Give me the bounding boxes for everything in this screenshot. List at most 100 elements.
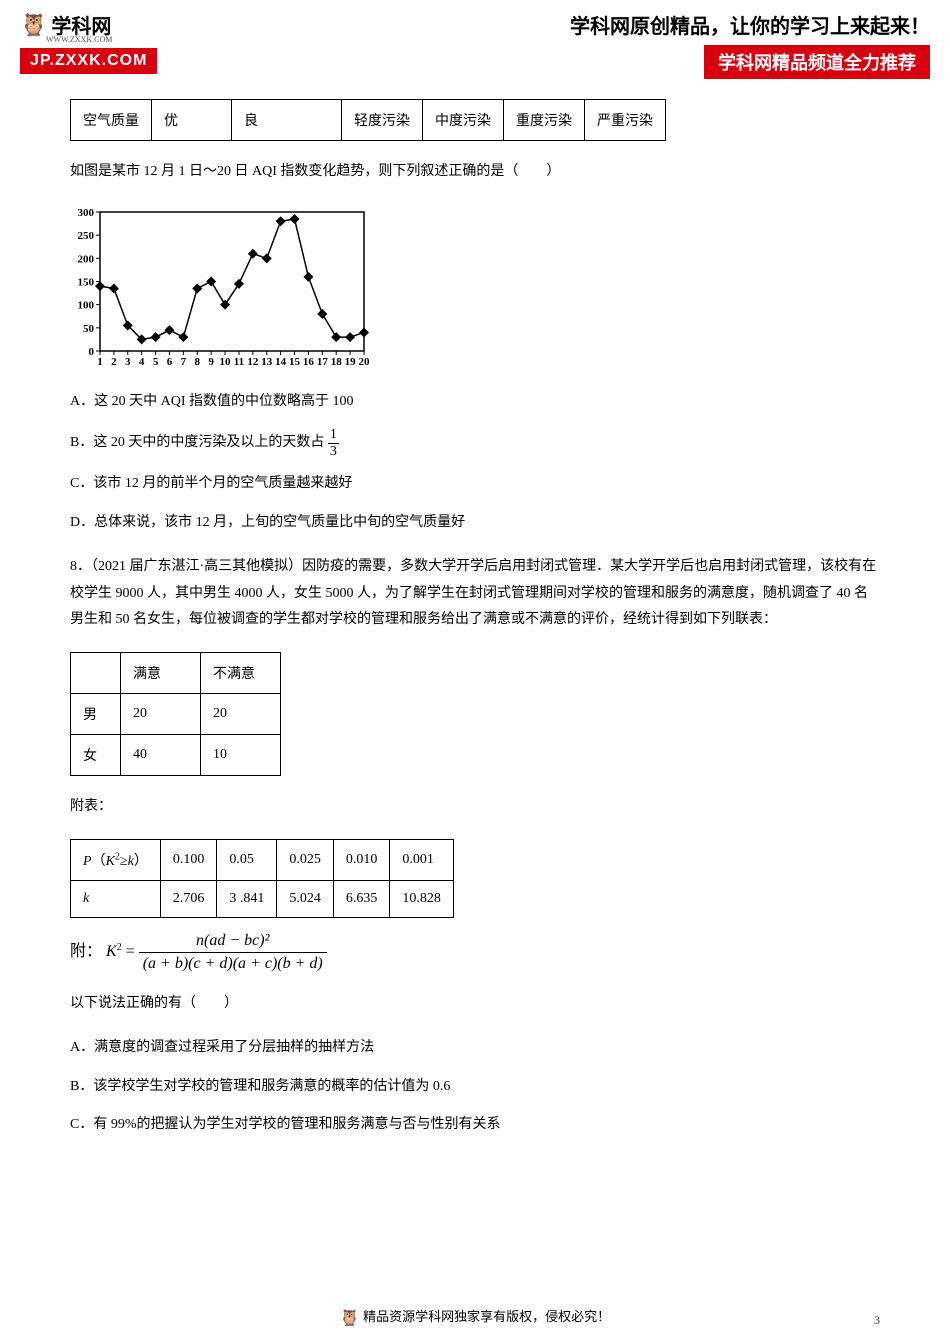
cell: 0.001 <box>390 839 454 880</box>
option-d: D．总体来说，该市 12 月，上旬的空气质量比中旬的空气质量好 <box>70 510 880 537</box>
chi-square-table: P（K2≥k） 0.100 0.05 0.025 0.010 0.001 k 2… <box>70 839 454 918</box>
cell: 严重污染 <box>585 100 666 141</box>
table-row: 女 40 10 <box>71 734 281 775</box>
table-row: 空气质量 优 良 轻度污染 中度污染 重度污染 严重污染 <box>71 100 666 141</box>
aqi-category-table: 空气质量 优 良 轻度污染 中度污染 重度污染 严重污染 <box>70 99 666 141</box>
svg-text:13: 13 <box>261 356 273 368</box>
svg-text:11: 11 <box>234 356 244 368</box>
formula-numerator: n(ad − bc)² <box>139 932 327 953</box>
q8-option-b: B．该学校学生对学校的管理和服务满意的概率的估计值为 0.6 <box>70 1074 880 1101</box>
svg-text:250: 250 <box>78 230 95 242</box>
fraction-den: 3 <box>328 444 339 459</box>
svg-text:100: 100 <box>78 299 95 311</box>
table-row: P（K2≥k） 0.100 0.05 0.025 0.010 0.001 <box>71 839 454 880</box>
svg-text:16: 16 <box>303 356 315 368</box>
cell: 2.706 <box>160 880 217 917</box>
cell: 5.024 <box>277 880 334 917</box>
svg-text:10: 10 <box>220 356 232 368</box>
logo-block: 🦉 学科网 WWW.ZXXK.COM JP.ZXXK.COM <box>20 10 157 74</box>
cell: k <box>71 880 161 917</box>
cell: 不满意 <box>201 652 281 693</box>
owl-icon: 🦉 <box>20 12 47 38</box>
aqi-chart: 0501001502002503001234567891011121314151… <box>70 204 880 369</box>
svg-text:300: 300 <box>78 207 95 219</box>
cell: 0.010 <box>333 839 390 880</box>
cell: 20 <box>201 693 281 734</box>
table-row: 男 20 20 <box>71 693 281 734</box>
cell: 良 <box>232 100 342 141</box>
svg-text:50: 50 <box>83 322 95 334</box>
chi-square-formula: 附： K2 = n(ad − bc)² (a + b)(c + d)(a + c… <box>70 932 880 973</box>
cell: 空气质量 <box>71 100 152 141</box>
cell: 优 <box>152 100 232 141</box>
cell: 10 <box>201 734 281 775</box>
cell <box>71 652 121 693</box>
formula-prefix: 附： <box>70 943 102 960</box>
fraction: 1 3 <box>328 427 339 459</box>
svg-text:19: 19 <box>345 356 357 368</box>
cell: 0.025 <box>277 839 334 880</box>
table-row: k 2.706 3 .841 5.024 6.635 10.828 <box>71 880 454 917</box>
cell: 重度污染 <box>504 100 585 141</box>
cell: 女 <box>71 734 121 775</box>
q8-option-a: A．满意度的调查过程采用了分层抽样的抽样方法 <box>70 1035 880 1062</box>
cell: 6.635 <box>333 880 390 917</box>
logo-subtext: WWW.ZXXK.COM <box>46 35 157 44</box>
svg-text:6: 6 <box>167 356 173 368</box>
formula-denominator: (a + b)(c + d)(a + c)(b + d) <box>139 953 327 973</box>
table-row: 满意 不满意 <box>71 652 281 693</box>
svg-text:2: 2 <box>111 356 117 368</box>
cell: 10.828 <box>390 880 454 917</box>
option-c: C．该市 12 月的前半个月的空气质量越来越好 <box>70 471 880 498</box>
option-b: B．这 20 天中的中度污染及以上的天数占 1 3 <box>70 427 880 459</box>
header-right: 学科网原创精品，让你的学习上来起来！ 学科网精品频道全力推荐 <box>570 10 930 79</box>
svg-text:200: 200 <box>78 253 95 265</box>
intro-text: 如图是某市 12 月 1 日～20 日 AQI 指数变化趋势，则下列叙述正确的是… <box>70 164 560 179</box>
appendix-label: 附表： <box>70 794 880 821</box>
cell: 男 <box>71 693 121 734</box>
page-footer: 🦉 精品资源学科网独家享有版权，侵权必究！ <box>0 1306 950 1328</box>
svg-text:18: 18 <box>331 356 343 368</box>
svg-text:17: 17 <box>317 356 329 368</box>
slogan-text: 学科网原创精品，让你的学习上来起来！ <box>570 10 930 39</box>
svg-text:3: 3 <box>125 356 131 368</box>
cell: 3 .841 <box>217 880 277 917</box>
svg-text:1: 1 <box>97 356 103 368</box>
option-a: A．这 20 天中 AQI 指数值的中位数略高于 100 <box>70 389 880 416</box>
formula-fraction: n(ad − bc)² (a + b)(c + d)(a + c)(b + d) <box>139 932 327 973</box>
svg-text:20: 20 <box>359 356 371 368</box>
cell: 轻度污染 <box>342 100 423 141</box>
svg-text:7: 7 <box>181 356 187 368</box>
intro-paragraph: 如图是某市 12 月 1 日～20 日 AQI 指数变化趋势，则下列叙述正确的是… <box>70 159 880 186</box>
q8-paragraph: 8．（2021 届广东湛江·高三其他模拟）因防疫的需要，多数大学开学后启用封闭式… <box>70 554 880 634</box>
svg-text:9: 9 <box>208 356 214 368</box>
svg-text:14: 14 <box>275 356 287 368</box>
svg-text:150: 150 <box>78 276 95 288</box>
footer-text: 精品资源学科网独家享有版权，侵权必究！ <box>363 1309 610 1324</box>
svg-text:0: 0 <box>89 346 95 358</box>
svg-text:15: 15 <box>289 356 301 368</box>
option-b-prefix: B．这 20 天中的中度污染及以上的天数占 <box>70 435 324 450</box>
cell: P（K2≥k） <box>71 839 161 880</box>
cell: 0.05 <box>217 839 277 880</box>
cell: 20 <box>121 693 201 734</box>
q8-prompt: 以下说法正确的有（ ） <box>70 991 880 1018</box>
svg-text:8: 8 <box>195 356 201 368</box>
cell: 0.100 <box>160 839 217 880</box>
owl-icon: 🦉 <box>340 1310 360 1327</box>
cell: 40 <box>121 734 201 775</box>
svg-text:4: 4 <box>139 356 145 368</box>
satisfaction-table: 满意 不满意 男 20 20 女 40 10 <box>70 652 281 776</box>
cell: 满意 <box>121 652 201 693</box>
page-header: 🦉 学科网 WWW.ZXXK.COM JP.ZXXK.COM 学科网原创精品，让… <box>0 0 950 79</box>
content-area: 空气质量 优 良 轻度污染 中度污染 重度污染 严重污染 如图是某市 12 月 … <box>0 79 950 1139</box>
cell: 中度污染 <box>423 100 504 141</box>
page-number: 3 <box>874 1313 880 1328</box>
svg-text:5: 5 <box>153 356 159 368</box>
recommend-banner: 学科网精品频道全力推荐 <box>704 45 930 79</box>
fraction-num: 1 <box>328 427 339 443</box>
line-chart-svg: 0501001502002503001234567891011121314151… <box>70 204 370 369</box>
site-badge: JP.ZXXK.COM <box>20 48 157 74</box>
q8-option-c: C．有 99%的把握认为学生对学校的管理和服务满意与否与性别有关系 <box>70 1112 880 1139</box>
svg-text:12: 12 <box>247 356 259 368</box>
